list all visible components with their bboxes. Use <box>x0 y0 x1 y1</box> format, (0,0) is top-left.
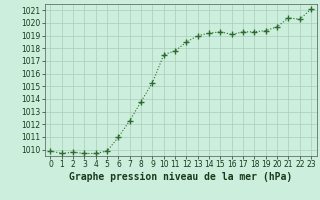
X-axis label: Graphe pression niveau de la mer (hPa): Graphe pression niveau de la mer (hPa) <box>69 172 292 182</box>
